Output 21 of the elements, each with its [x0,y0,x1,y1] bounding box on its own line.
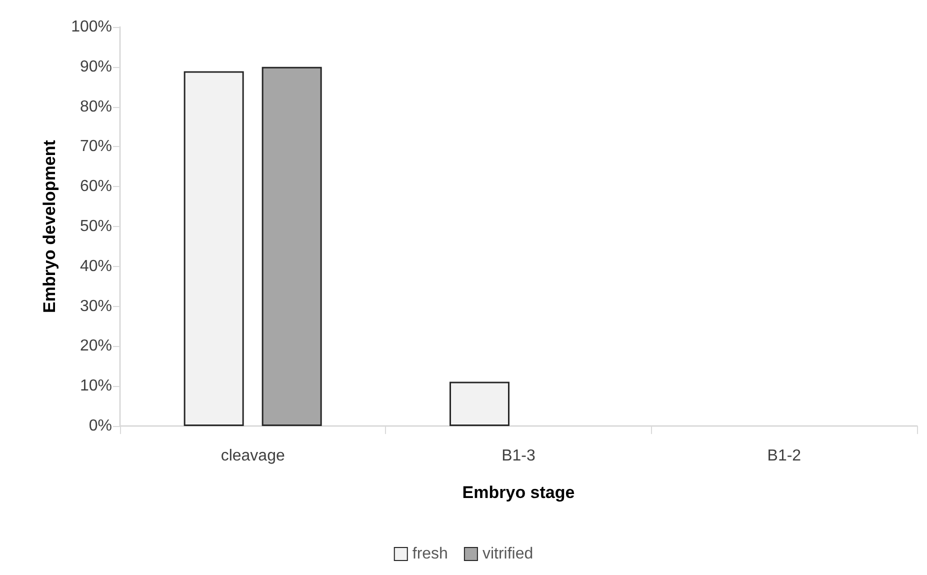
y-tick-label: 40% [80,258,112,275]
y-tick-label: 90% [80,58,112,76]
x-tick-label: B1-3 [502,448,536,464]
y-tick-label: 60% [80,178,112,196]
y-tick-label: 10% [80,378,112,395]
y-tick-label: 20% [80,338,112,355]
y-tick-label: 70% [80,138,112,156]
x-axis-title: Embryo stage [462,483,575,502]
y-tick-label: 100% [71,18,112,36]
y-tick-label: 80% [80,98,112,116]
bar [262,66,322,426]
bar [450,382,510,426]
y-axis-title: Embryo development [40,140,59,313]
legend-label: vitrified [482,546,534,562]
y-tick-label: 0% [88,418,112,434]
legend-label: fresh [412,546,448,562]
y-tick-label: 30% [80,298,112,315]
x-tick-label: B1-2 [767,448,802,464]
bar [184,71,244,426]
x-tick-label: cleavage [220,448,285,464]
y-tick-label: 50% [80,218,112,235]
